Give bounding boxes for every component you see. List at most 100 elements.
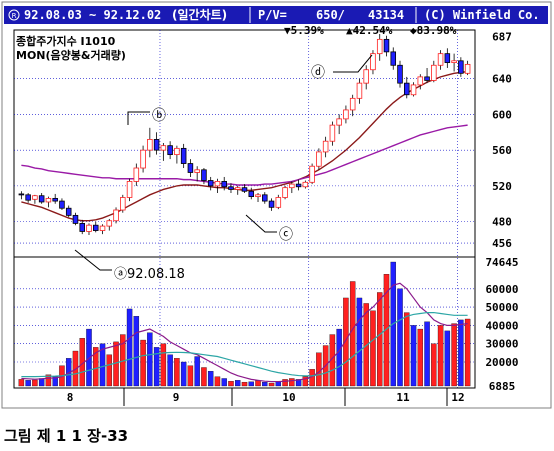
candle-body — [92, 224, 99, 231]
volume-bar — [431, 343, 437, 387]
candle-body — [316, 151, 322, 167]
candle-body — [343, 109, 349, 120]
volume-ma-line — [21, 282, 468, 383]
x-tick-label: 12 — [451, 391, 464, 404]
volume-bar — [106, 354, 112, 387]
app-logo-glyph: R — [12, 12, 17, 20]
copyright: (C) Winfield Co. — [424, 8, 540, 22]
candle-body — [464, 63, 471, 74]
header-bar — [4, 6, 548, 24]
volume-bar — [363, 303, 369, 387]
chart-kind: (일간차트) — [172, 7, 227, 22]
volume-bar — [167, 354, 173, 387]
candle-body — [349, 97, 356, 111]
volume-bar — [417, 328, 424, 387]
candle-body — [383, 38, 390, 53]
volume-tick-label: 6885 — [489, 380, 516, 393]
candle-body — [221, 181, 227, 188]
candle-body — [390, 51, 397, 66]
candle-body — [275, 197, 282, 208]
candle-body — [147, 139, 153, 151]
date-range: 92.08.03 ~ 92.12.02 — [24, 8, 161, 22]
candle-body — [437, 53, 444, 66]
candle-body — [282, 187, 288, 198]
volume-bar — [187, 365, 194, 387]
candle-body — [174, 147, 180, 156]
price-tick-label: 687 — [492, 31, 512, 44]
candle-body — [113, 209, 119, 222]
candle-body — [72, 214, 79, 224]
volume-bar — [336, 328, 342, 387]
volume-bar — [316, 352, 322, 387]
candle-body — [207, 180, 214, 187]
volume-tick-label: 20000 — [485, 356, 518, 369]
volume-bar — [370, 310, 376, 387]
volume-bar — [228, 381, 234, 387]
legend-title: 종합주가지수 I1010 — [16, 34, 116, 48]
annotation-a: ⓐ92.08.18 — [114, 267, 185, 282]
volume-bar — [207, 370, 214, 387]
annotation-c: ⓒ — [279, 227, 293, 243]
volume-moving-averages — [21, 282, 468, 383]
volume-bar — [221, 378, 227, 387]
candle-body — [18, 193, 25, 196]
pv-value: 650/ — [316, 8, 345, 22]
volume-bar — [248, 381, 254, 387]
annotation-b-leader — [127, 111, 150, 125]
candle-body — [302, 181, 309, 188]
candle-body — [201, 169, 207, 181]
candle-body — [153, 139, 160, 151]
volume-bar — [99, 343, 106, 387]
candle-body — [404, 82, 410, 96]
volume-bar — [262, 381, 268, 387]
volume-tick-label: 50000 — [485, 301, 518, 314]
candle-body — [133, 167, 140, 182]
volume-bar — [451, 323, 457, 387]
volume-bar — [437, 325, 444, 387]
candle-body — [241, 187, 248, 192]
volume-bar — [201, 367, 207, 387]
volume-bar — [180, 361, 187, 387]
candle-body — [86, 224, 92, 232]
volume-bar — [153, 347, 160, 387]
volume-bar — [93, 347, 99, 387]
volume-bar — [241, 381, 248, 387]
x-tick-label: 8 — [67, 391, 74, 404]
volume-bar — [410, 325, 417, 387]
candle-body — [458, 60, 464, 74]
x-tick-label: 10 — [282, 391, 295, 404]
candle-body — [234, 187, 241, 190]
price-tick-label: 560 — [492, 144, 512, 157]
candle-body — [214, 181, 221, 187]
candle-body — [38, 195, 45, 203]
candle-body — [295, 183, 302, 188]
candle-body — [126, 181, 133, 198]
volume-bar — [86, 328, 92, 387]
volume-bar — [18, 379, 25, 387]
candle-body — [167, 145, 173, 156]
volume-bar — [72, 350, 79, 387]
candle-body — [268, 200, 275, 208]
volume-tick-label: 30000 — [485, 338, 518, 351]
volume-tick-label: 74645 — [485, 256, 518, 269]
volume-bar — [255, 380, 261, 387]
candle-body — [322, 140, 329, 153]
volume-bar — [147, 332, 153, 387]
volume-bar — [45, 374, 52, 387]
candle-body — [45, 197, 52, 203]
candle-body — [187, 163, 194, 173]
price-tick-label: 480 — [492, 216, 512, 229]
app-logo-icon — [8, 9, 20, 21]
pv-label: P/V= — [258, 8, 287, 22]
annotation-d-leader — [333, 54, 373, 73]
candle-body — [289, 183, 295, 189]
candle-body — [417, 76, 424, 86]
price-tick-label: 520 — [492, 180, 512, 193]
candle-body — [431, 64, 437, 81]
volume-bar — [268, 382, 275, 387]
volume-bar — [235, 380, 241, 387]
legend-subtitle: MON(음양봉&거래량) — [16, 48, 126, 62]
y-tick-labels: 456 480 520 560 600 640 687 6885 20000 30000 40000… — [485, 31, 518, 393]
candle-body — [410, 84, 417, 96]
volume-bar — [343, 297, 349, 387]
